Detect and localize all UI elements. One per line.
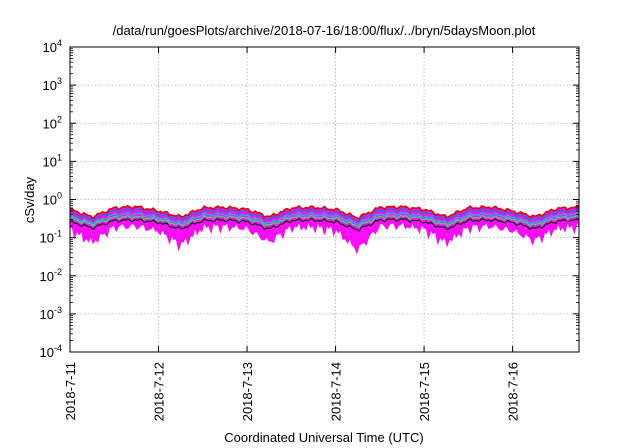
- y-tick-label: 10-4: [40, 343, 62, 360]
- x-axis-label: Coordinated Universal Time (UTC): [224, 430, 423, 445]
- y-tick-label: 102: [43, 114, 62, 131]
- y-tick-label: 104: [43, 38, 62, 55]
- chart-title: /data/run/goesPlots/archive/2018-07-16/1…: [113, 23, 536, 38]
- y-tick-label: 100: [43, 191, 62, 208]
- series-line-4: [69, 217, 580, 232]
- y-tick-label: 10-3: [40, 305, 62, 322]
- series-line-5: [69, 218, 580, 255]
- y-tick-label: 103: [43, 76, 62, 93]
- grid: [70, 47, 579, 352]
- x-tick-label: 2018-7-14: [329, 362, 344, 421]
- series-line-1: [69, 207, 580, 223]
- y-tick-label: 10-1: [40, 229, 62, 246]
- x-tick-label: 2018-7-12: [152, 362, 167, 421]
- x-tick-label: 2018-7-15: [417, 362, 432, 421]
- y-tick-label: 10-2: [40, 267, 62, 284]
- x-tick-label: 2018-7-13: [240, 362, 255, 421]
- x-tick-label: 2018-7-11: [63, 362, 78, 420]
- series-line-2: [69, 211, 580, 226]
- y-axis: 10-4 10-3 10-2 10-1 100 101 102 103 104: [40, 38, 579, 360]
- series-line-0: [69, 204, 580, 220]
- y-tick-label: 101: [43, 152, 62, 169]
- data-lines: [69, 204, 580, 255]
- series-line-3: [69, 214, 580, 229]
- x-tick-label: 2018-7-16: [506, 362, 521, 421]
- x-axis: 2018-7-11 2018-7-12 2018-7-13 2018-7-14 2018…: [63, 47, 521, 421]
- y-axis-label: cSv/day: [22, 176, 37, 223]
